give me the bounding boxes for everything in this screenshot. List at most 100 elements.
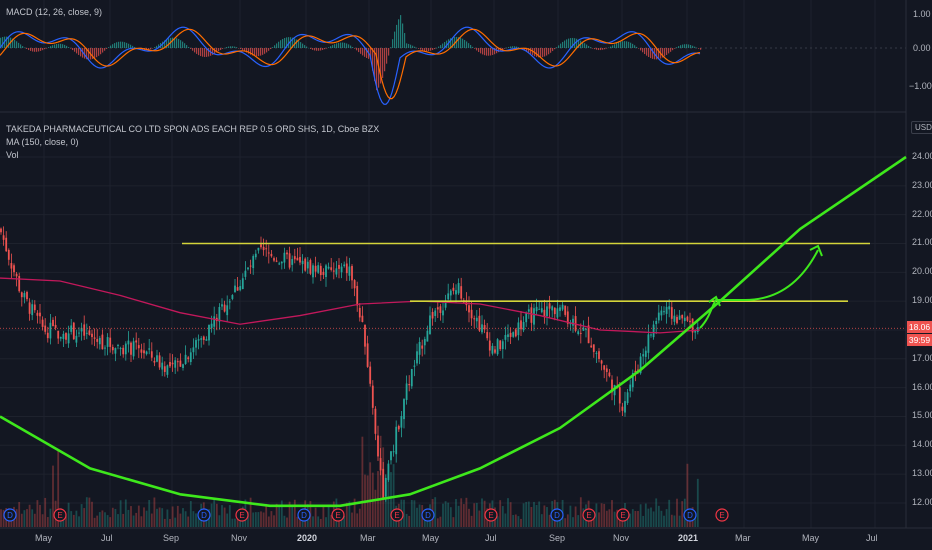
macd-histogram-bar	[328, 47, 330, 48]
volume-bar	[345, 502, 348, 527]
macd-histogram-bar	[402, 23, 404, 48]
marker-letter: E	[335, 511, 340, 520]
volume-bar	[670, 514, 673, 527]
macd-histogram-bar	[570, 38, 572, 48]
volume-bar	[681, 501, 684, 527]
candle-body	[611, 379, 613, 393]
ma-legend[interactable]: MA (150, close, 0)	[6, 137, 79, 147]
volume-bar	[647, 508, 650, 527]
macd-title[interactable]: MACD (12, 26, close, 9)	[6, 7, 103, 17]
candle-body	[553, 307, 556, 315]
macd-histogram-bar	[174, 37, 176, 48]
macd-histogram-bar	[26, 48, 28, 49]
candle-body	[473, 318, 476, 320]
macd-histogram-bar	[682, 44, 684, 48]
volume-bar	[608, 509, 611, 527]
macd-histogram-bar	[528, 48, 530, 53]
macd-line	[0, 26, 701, 105]
candle-body	[494, 349, 496, 353]
symbol-title[interactable]: TAKEDA PHARMACEUTICAL CO LTD SPON ADS EA…	[6, 124, 380, 134]
candle-body	[202, 336, 205, 341]
volume-bar	[163, 518, 166, 527]
macd-histogram-bar	[636, 46, 638, 48]
macd-histogram-bar	[68, 47, 70, 48]
candle-body	[382, 468, 385, 500]
candle-body	[400, 416, 403, 428]
volume-bar	[348, 501, 351, 527]
volume-bar	[574, 506, 577, 527]
macd-histogram-bar	[546, 48, 548, 56]
macd-histogram-bar	[674, 48, 676, 49]
macd-histogram-bar	[700, 48, 702, 50]
cup-curve	[0, 155, 907, 508]
macd-histogram-bar	[212, 48, 214, 55]
candle-body	[455, 290, 457, 295]
macd-histogram-bar	[658, 48, 660, 60]
macd-histogram-bar	[290, 37, 292, 48]
candle-body	[608, 372, 611, 377]
volume-bar	[213, 498, 216, 527]
volume-bar	[369, 462, 372, 527]
candle-body	[218, 307, 221, 322]
macd-histogram-bar	[366, 48, 368, 59]
macd-histogram-bar	[614, 44, 616, 48]
macd-histogram-bar	[492, 48, 494, 55]
volume-bar	[78, 516, 80, 527]
volume-bar	[195, 513, 197, 527]
macd-histogram-bar	[668, 48, 670, 54]
marker-letter: E	[620, 511, 625, 520]
candle-body	[644, 350, 647, 357]
earnings-marker	[616, 508, 630, 522]
volume-bar	[449, 507, 452, 527]
macd-histogram-bar	[216, 48, 218, 53]
macd-histogram-bar	[514, 46, 516, 48]
volume-bar	[652, 511, 655, 527]
candle-body	[15, 273, 18, 277]
macd-histogram-bar	[690, 44, 692, 48]
volume-bar	[231, 518, 234, 527]
candle-body	[7, 249, 10, 260]
macd-histogram-bar	[536, 48, 538, 57]
candle-body	[535, 306, 538, 312]
macd-histogram-bar	[120, 41, 122, 48]
price-tick-label: 19.00	[912, 295, 932, 306]
candle-body	[78, 332, 80, 334]
macd-histogram-bar	[78, 48, 80, 55]
macd-histogram-bar	[316, 48, 318, 51]
macd-histogram-bar	[364, 48, 366, 57]
volume-legend[interactable]: Vol	[6, 150, 19, 160]
volume-bar	[192, 511, 195, 527]
volume-bar	[26, 509, 28, 527]
candle-body	[44, 325, 47, 332]
candle-body	[634, 370, 637, 373]
marker-letter: E	[394, 511, 399, 520]
candle-body	[577, 331, 580, 335]
volume-bar	[218, 515, 221, 527]
macd-histogram-bar	[112, 44, 114, 48]
volume-bar	[603, 503, 606, 527]
volume-bar	[36, 500, 39, 527]
candle-body	[83, 324, 86, 336]
volume-bar	[650, 507, 652, 527]
marker-letter: E	[57, 511, 62, 520]
volume-bar	[592, 515, 595, 527]
macd-histogram-bar	[80, 48, 82, 57]
candle-body	[673, 315, 676, 322]
signal-line	[0, 28, 701, 100]
macd-histogram-bar	[300, 42, 302, 48]
macd-histogram-bar	[194, 48, 196, 53]
volume-bar	[657, 505, 660, 527]
time-tick-label: 2020	[297, 533, 318, 543]
volume-bar	[639, 504, 642, 527]
candle-body	[650, 334, 652, 336]
candle-body	[543, 309, 546, 318]
price-tick-label: 12.00	[912, 496, 932, 507]
volume-bar	[423, 517, 426, 527]
volume-bar	[512, 514, 515, 527]
macd-histogram-bar	[134, 46, 136, 48]
volume-bar	[145, 510, 148, 527]
candle-body	[46, 332, 49, 339]
currency-button[interactable]: USD	[911, 121, 932, 134]
volume-bar	[611, 500, 613, 527]
